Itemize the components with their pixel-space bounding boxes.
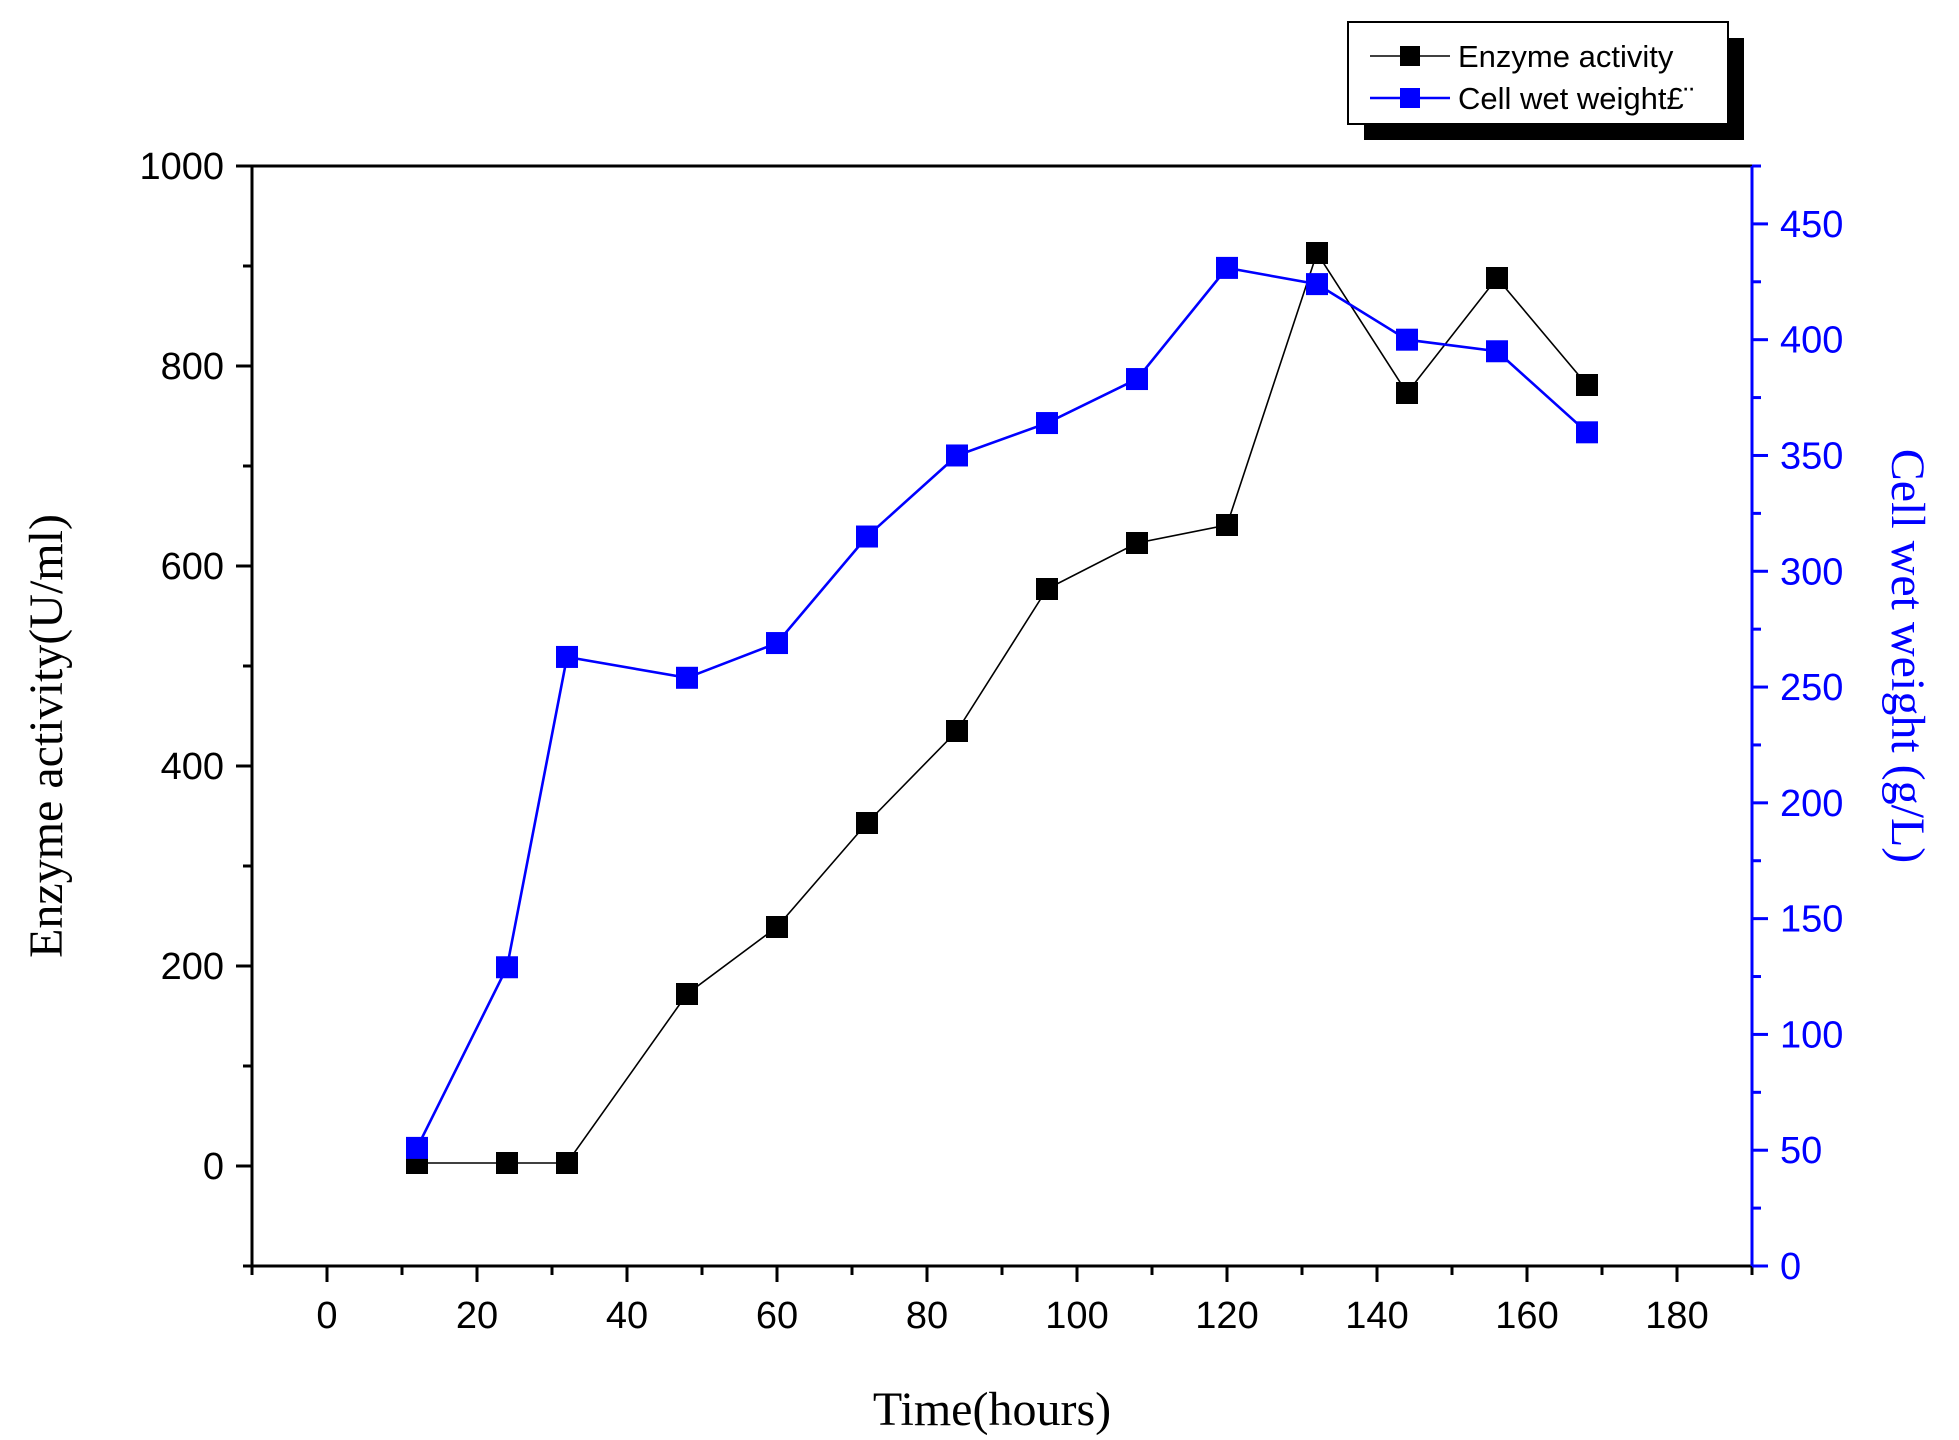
legend-label: Cell wet weight£¨ bbox=[1458, 81, 1694, 116]
x-tick-label: 140 bbox=[1345, 1295, 1408, 1337]
y2-tick-label: 200 bbox=[1780, 783, 1843, 825]
enzyme-activity-point bbox=[1396, 382, 1418, 404]
cell-wet-weight-point bbox=[1486, 340, 1508, 363]
x-tick-label: 160 bbox=[1495, 1295, 1558, 1337]
y-tick-label: 0 bbox=[203, 1146, 224, 1188]
y2-axis-title: Cell wet weight (g/L) bbox=[1881, 449, 1934, 864]
x-tick-label: 180 bbox=[1645, 1295, 1708, 1337]
y2-tick-label: 0 bbox=[1780, 1246, 1801, 1288]
y-tick-label: 400 bbox=[161, 746, 224, 788]
enzyme-activity-point bbox=[676, 983, 698, 1005]
y2-tick-label: 450 bbox=[1780, 204, 1843, 246]
y2-tick-label: 150 bbox=[1780, 899, 1843, 941]
cell-wet-weight-point bbox=[766, 632, 788, 655]
series-line-cell-wet-weight bbox=[415, 266, 1588, 1149]
cell-wet-weight-point bbox=[1216, 256, 1238, 279]
x-tick-label: 20 bbox=[456, 1295, 498, 1337]
enzyme-activity-point bbox=[1036, 578, 1058, 600]
cell-wet-weight-point bbox=[1576, 421, 1598, 444]
cell-wet-weight-point bbox=[856, 525, 878, 548]
cell-wet-weight-point bbox=[676, 666, 698, 689]
y2-tick-label: 300 bbox=[1780, 551, 1843, 593]
enzyme-activity-point bbox=[1126, 532, 1148, 554]
x-axis-title: Time(hours) bbox=[873, 1383, 1111, 1436]
enzyme-activity-point bbox=[1486, 267, 1508, 289]
cell-wet-weight-point bbox=[1036, 412, 1058, 435]
x-tick-label: 120 bbox=[1195, 1295, 1258, 1337]
y-tick-label: 800 bbox=[161, 346, 224, 388]
series-line-enzyme-activity bbox=[417, 251, 1588, 1164]
cell-wet-weight-point bbox=[1126, 368, 1148, 391]
cell-wet-weight-point bbox=[946, 444, 968, 467]
enzyme-activity-point bbox=[766, 916, 788, 938]
y2-tick-label: 100 bbox=[1780, 1014, 1843, 1056]
enzyme-activity-point bbox=[1306, 242, 1328, 264]
y2-tick-label: 350 bbox=[1780, 435, 1843, 477]
x-tick-label: 40 bbox=[606, 1295, 648, 1337]
legend-label: Enzyme activity bbox=[1458, 39, 1674, 74]
legend-marker bbox=[1400, 88, 1420, 108]
y-axis-title: Enzyme activity(U/ml) bbox=[20, 514, 73, 958]
y-tick-label: 200 bbox=[161, 946, 224, 988]
cell-wet-weight-point bbox=[406, 1136, 428, 1159]
enzyme-activity-point bbox=[556, 1152, 578, 1174]
x-tick-label: 0 bbox=[316, 1295, 337, 1337]
cell-wet-weight-point bbox=[1306, 273, 1328, 296]
x-tick-label: 80 bbox=[906, 1295, 948, 1337]
enzyme-activity-point bbox=[856, 812, 878, 834]
y2-tick-label: 400 bbox=[1780, 320, 1843, 362]
cell-wet-weight-point bbox=[496, 956, 518, 979]
enzyme-activity-point bbox=[496, 1152, 518, 1174]
y-tick-label: 1000 bbox=[139, 146, 224, 188]
legend-marker bbox=[1400, 46, 1420, 66]
y-tick-label: 600 bbox=[161, 546, 224, 588]
x-tick-label: 60 bbox=[756, 1295, 798, 1337]
enzyme-activity-point bbox=[946, 720, 968, 742]
x-tick-label: 100 bbox=[1045, 1295, 1108, 1337]
cell-wet-weight-point bbox=[556, 645, 578, 668]
y2-tick-label: 50 bbox=[1780, 1130, 1822, 1172]
y2-tick-label: 250 bbox=[1780, 667, 1843, 709]
cell-wet-weight-point bbox=[1396, 328, 1418, 351]
enzyme-activity-point bbox=[1576, 374, 1598, 396]
enzyme-activity-point bbox=[1216, 514, 1238, 536]
